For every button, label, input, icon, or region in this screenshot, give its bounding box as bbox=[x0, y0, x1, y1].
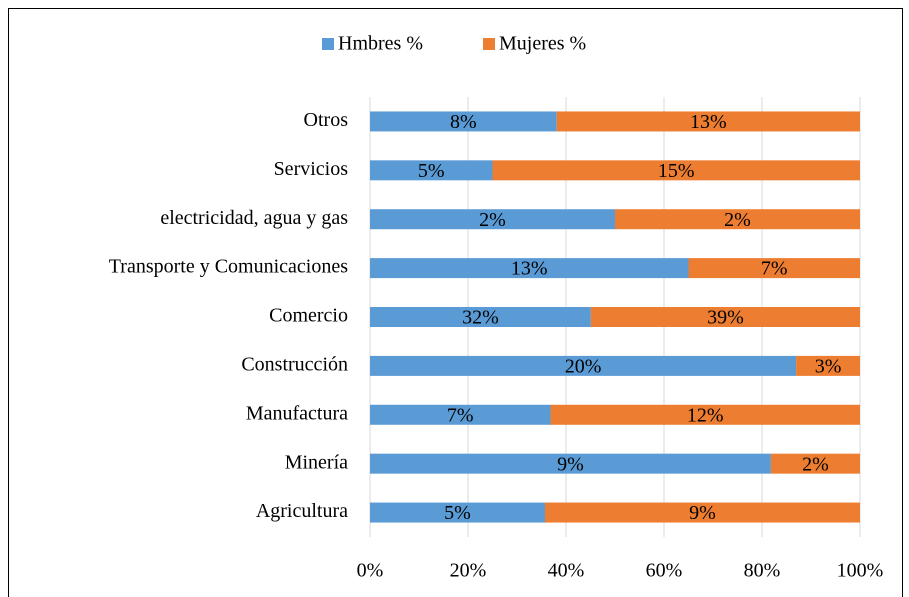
legend-swatch bbox=[483, 38, 495, 50]
bar bbox=[615, 209, 860, 230]
bar bbox=[370, 111, 557, 132]
bar bbox=[370, 160, 493, 181]
y-tick-label: electricidad, agua y gas bbox=[160, 207, 348, 229]
bar bbox=[370, 209, 615, 230]
bar bbox=[370, 404, 551, 425]
data-label: 3% bbox=[815, 355, 842, 377]
data-label: 9% bbox=[557, 453, 584, 475]
data-label: 15% bbox=[658, 160, 695, 182]
y-tick-label: Otros bbox=[304, 109, 349, 131]
x-tick-label: 100% bbox=[837, 560, 884, 582]
bar bbox=[370, 502, 545, 523]
bar bbox=[590, 307, 860, 327]
bar bbox=[370, 307, 591, 327]
bar bbox=[370, 258, 689, 279]
legend-swatch bbox=[322, 38, 334, 50]
legend-label: Mujeres % bbox=[499, 33, 586, 55]
y-tick-label: Comercio bbox=[269, 305, 348, 327]
data-label: 2% bbox=[479, 209, 506, 231]
x-tick-label: 20% bbox=[450, 560, 487, 582]
data-label: 7% bbox=[447, 404, 474, 426]
bar bbox=[770, 453, 860, 474]
data-label: 9% bbox=[689, 502, 716, 524]
data-label: 2% bbox=[802, 453, 829, 475]
bar bbox=[545, 502, 860, 523]
data-label: 13% bbox=[690, 111, 727, 133]
data-label: 13% bbox=[511, 258, 548, 280]
chart-frame bbox=[8, 8, 903, 597]
data-label: 5% bbox=[444, 502, 471, 524]
y-tick-label: Construcción bbox=[241, 353, 348, 375]
data-label: 7% bbox=[761, 258, 788, 280]
bar bbox=[688, 258, 860, 279]
x-tick-label: 0% bbox=[357, 560, 384, 582]
legend-label: Hmbres % bbox=[338, 33, 423, 55]
data-label: 12% bbox=[687, 404, 724, 426]
data-label: 32% bbox=[462, 307, 499, 329]
data-label: 8% bbox=[450, 111, 477, 133]
bar bbox=[556, 111, 860, 132]
y-tick-label: Minería bbox=[285, 451, 348, 473]
data-label: 2% bbox=[724, 209, 751, 231]
x-tick-label: 60% bbox=[646, 560, 683, 582]
bar bbox=[796, 355, 860, 376]
bar bbox=[370, 453, 771, 474]
bar bbox=[370, 355, 797, 376]
bar bbox=[550, 404, 860, 425]
y-tick-label: Servicios bbox=[274, 158, 349, 180]
data-label: 39% bbox=[707, 307, 744, 329]
y-tick-label: Transporte y Comunicaciones bbox=[109, 256, 348, 278]
x-tick-label: 40% bbox=[548, 560, 585, 582]
y-tick-label: Agricultura bbox=[256, 500, 348, 522]
x-tick-label: 80% bbox=[744, 560, 781, 582]
data-label: 20% bbox=[565, 355, 602, 377]
bar bbox=[492, 160, 860, 181]
y-tick-label: Manufactura bbox=[246, 402, 348, 424]
data-label: 5% bbox=[418, 160, 445, 182]
